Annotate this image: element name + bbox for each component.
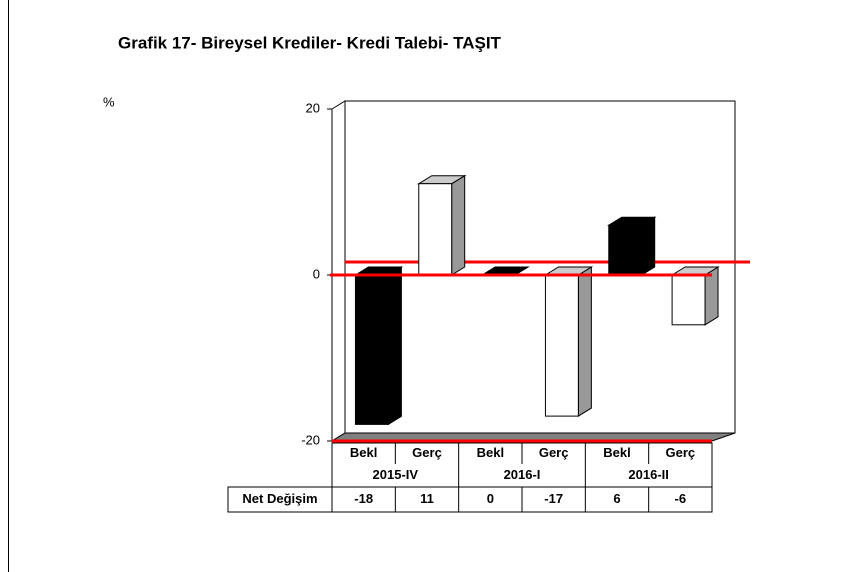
bar-side <box>387 266 402 426</box>
bar-side <box>451 174 466 276</box>
back-wall <box>344 100 736 434</box>
bar <box>671 274 706 326</box>
table-row-head <box>227 486 333 513</box>
x-tick-label: Gerç <box>539 445 569 460</box>
y-tick-label: 0 <box>313 266 320 281</box>
group-label: 2016-I <box>504 467 541 482</box>
bar-side <box>641 216 656 276</box>
bar <box>418 183 453 276</box>
bar-side <box>577 266 592 417</box>
y-axis-label: % <box>103 94 115 109</box>
table-row-label: Net Değişim <box>242 491 317 506</box>
group-label: 2015-IV <box>373 467 419 482</box>
y-tick-label: -20 <box>301 432 320 447</box>
bar <box>608 224 643 276</box>
chart-title: Grafik 17- Bireysel Krediler- Kredi Tale… <box>118 33 502 52</box>
table-value: 0 <box>487 491 494 506</box>
x-tick-label: Gerç <box>666 445 696 460</box>
table-value: -6 <box>675 491 687 506</box>
group-label: 2016-II <box>628 467 668 482</box>
table-value: 11 <box>420 491 434 506</box>
x-tick-label: Bekl <box>477 445 504 460</box>
bar <box>544 274 579 417</box>
y-tick-label: 20 <box>306 100 320 115</box>
x-tick-label: Bekl <box>603 445 630 460</box>
x-tick-label: Gerç <box>412 445 442 460</box>
table-value: -17 <box>544 491 563 506</box>
bar <box>354 274 389 425</box>
table-value: -18 <box>354 491 373 506</box>
x-tick-label: Bekl <box>350 445 377 460</box>
table-value: 6 <box>613 491 620 506</box>
side-wall <box>331 100 346 442</box>
